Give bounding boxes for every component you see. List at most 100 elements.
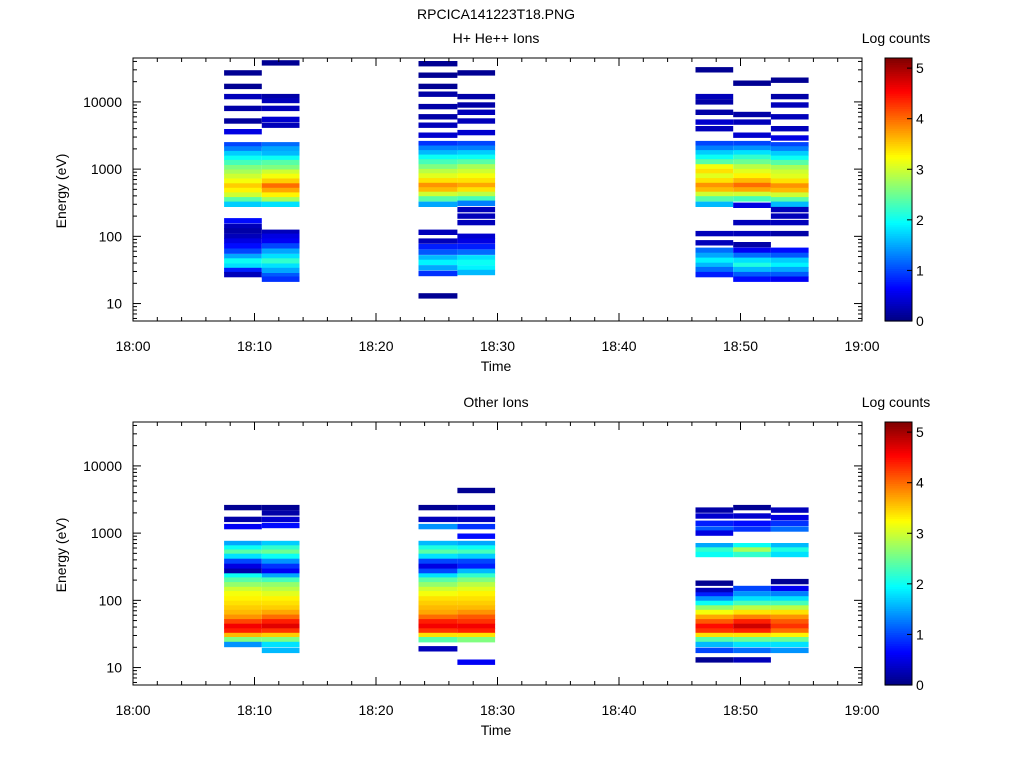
y-tick-label: 100: [99, 228, 123, 244]
heatmap-cell: [418, 516, 458, 523]
heatmap-cell: [695, 145, 734, 151]
colorbar-segment: [885, 560, 912, 563]
colorbar-segment: [885, 125, 912, 129]
heatmap-cell: [418, 637, 458, 643]
colorbar-segment: [885, 487, 912, 491]
heatmap-cell: [261, 609, 300, 616]
heatmap-cell: [261, 504, 300, 511]
heatmap-cell: [733, 271, 771, 278]
heatmap-cell: [418, 591, 458, 597]
colorbar-frame: [884, 57, 913, 322]
heatmap-cell: [733, 657, 771, 663]
colorbar-tick-label: 5: [916, 424, 924, 440]
colorbar-segment: [885, 77, 912, 81]
colorbar-segment: [885, 244, 912, 248]
heatmap-cell: [418, 646, 458, 652]
heatmap-cell: [224, 218, 262, 224]
colorbar-segment: [885, 301, 912, 305]
heatmap-cell: [733, 247, 771, 253]
heatmap-cell: [224, 159, 262, 166]
heatmap-cell: [457, 568, 496, 574]
colorbar-segment: [885, 430, 912, 434]
heatmap-cell: [457, 173, 496, 179]
heatmap-cell: [770, 514, 809, 521]
heatmap-cell: [695, 513, 734, 519]
heatmap-cell: [418, 596, 458, 602]
heatmap-cell: [261, 563, 300, 570]
colorbar-segment: [885, 623, 912, 627]
heatmap-cell: [224, 233, 262, 239]
colorbar-segment: [885, 108, 912, 112]
heatmap-cell: [733, 614, 771, 620]
colorbar-segment: [885, 114, 912, 118]
colorbar-segment: [885, 189, 912, 193]
heatmap-cell: [770, 520, 809, 526]
heatmap-cell: [695, 551, 734, 558]
colorbar-segment: [885, 522, 912, 526]
heatmap-cell: [224, 142, 262, 148]
heatmap-cell: [457, 140, 496, 147]
colorbar-segment: [885, 248, 912, 252]
colorbar-segment: [885, 551, 912, 555]
heatmap-cell: [733, 623, 771, 630]
heatmap-cell: [733, 632, 771, 639]
colorbar-segment: [885, 110, 912, 114]
heatmap-cell: [770, 637, 809, 643]
colorbar-segment: [885, 448, 912, 452]
heatmap-cell: [224, 623, 262, 630]
heatmap-cell: [418, 122, 458, 128]
heatmap-cell: [695, 619, 734, 625]
heatmap-cell: [224, 197, 262, 203]
panel-h-he-ions: H+ He++ Ions Log counts Time Energy (eV)…: [53, 30, 930, 374]
colorbar-segment: [885, 134, 912, 138]
heatmap-cell: [261, 233, 300, 239]
heatmap-cell: [457, 533, 496, 539]
heatmap-cell: [733, 140, 771, 147]
heatmap-cell: [457, 249, 496, 255]
heatmap-cell: [457, 150, 496, 156]
heatmap-cell: [733, 111, 771, 118]
heatmap-cell: [695, 520, 734, 526]
heatmap-cell: [733, 504, 771, 511]
colorbar-segment: [885, 426, 912, 430]
heatmap-cell: [733, 637, 771, 643]
colorbar-segment: [885, 246, 912, 250]
heatmap-cell: [733, 257, 771, 263]
colorbar-segment: [885, 610, 912, 614]
heatmap-cell: [457, 129, 496, 136]
colorbar-segment: [885, 452, 912, 456]
colorbar-segment: [885, 549, 912, 552]
heatmap-cell: [457, 632, 496, 639]
heatmap-cell: [261, 591, 300, 597]
heatmap-cell: [418, 293, 458, 299]
colorbar-segment: [885, 215, 912, 219]
colorbar-segment: [885, 590, 912, 594]
heatmap-cell: [224, 192, 262, 198]
colorbar-segment: [885, 253, 912, 256]
heatmap-cell: [695, 150, 734, 156]
heatmap-cell: [224, 591, 262, 597]
heatmap-cell: [224, 118, 262, 124]
heatmap-cell: [261, 116, 300, 123]
colorbar-segment: [885, 121, 912, 125]
colorbar-segment: [885, 268, 912, 272]
colorbar-segment: [885, 154, 912, 158]
colorbar-segment: [885, 566, 912, 570]
colorbar-segment: [885, 101, 912, 105]
heatmap-cell: [418, 187, 458, 193]
y-tick-label: 100: [99, 592, 123, 608]
colorbar-segment: [885, 529, 912, 533]
heatmap-cell: [733, 219, 771, 226]
heatmap-cell: [418, 72, 458, 78]
heatmap-cell: [261, 169, 300, 175]
heatmap-cell: [224, 271, 262, 278]
heatmap-cell: [261, 105, 300, 112]
heatmap-cell: [733, 543, 771, 549]
heatmap-cell: [770, 605, 809, 611]
heatmap-cell: [261, 273, 300, 279]
heatmap-cell: [418, 196, 458, 202]
colorbar-segment: [885, 579, 912, 583]
colorbar-segment: [885, 667, 912, 671]
heatmap-cell: [261, 510, 300, 516]
heatmap-cell: [418, 523, 458, 530]
